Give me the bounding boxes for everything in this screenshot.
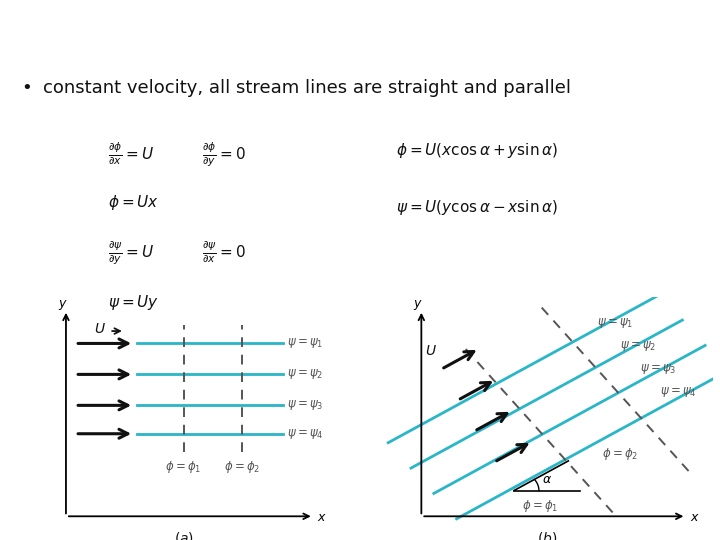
Text: $\psi = \psi_2$: $\psi = \psi_2$ — [287, 367, 324, 381]
Text: $\alpha$: $\alpha$ — [542, 472, 552, 486]
Text: $\psi = U(y\cos\alpha - x\sin\alpha)$: $\psi = U(y\cos\alpha - x\sin\alpha)$ — [396, 198, 558, 217]
Text: $\psi = \psi_3$: $\psi = \psi_3$ — [640, 362, 676, 376]
Text: $(b)$: $(b)$ — [537, 530, 557, 540]
Text: $y$: $y$ — [413, 298, 423, 312]
Text: $\phi = \phi_1$: $\phi = \phi_1$ — [166, 459, 202, 475]
Text: $U$: $U$ — [94, 322, 106, 336]
Text: Uniform flow: Uniform flow — [250, 18, 470, 47]
Text: $x$: $x$ — [317, 511, 327, 524]
Text: $\psi = \psi_2$: $\psi = \psi_2$ — [620, 339, 657, 353]
Text: $\phi = Ux$: $\phi = Ux$ — [108, 193, 159, 212]
Text: $\phi = \phi_2$: $\phi = \phi_2$ — [224, 459, 261, 475]
Text: $(a)$: $(a)$ — [174, 530, 194, 540]
Text: $U$: $U$ — [425, 344, 436, 358]
Text: $\psi = \psi_4$: $\psi = \psi_4$ — [660, 386, 696, 400]
Text: $\psi = \psi_4$: $\psi = \psi_4$ — [287, 427, 324, 441]
Text: $\psi = \psi_1$: $\psi = \psi_1$ — [287, 336, 324, 350]
Text: $\phi = U(x\cos\alpha + y\sin\alpha)$: $\phi = U(x\cos\alpha + y\sin\alpha)$ — [396, 141, 558, 160]
Text: $y$: $y$ — [58, 298, 68, 312]
Text: $\frac{\partial\psi}{\partial y}=U$: $\frac{\partial\psi}{\partial y}=U$ — [108, 241, 154, 267]
Text: $\frac{\partial\psi}{\partial x}=0$: $\frac{\partial\psi}{\partial x}=0$ — [202, 241, 246, 266]
Text: $\phi = \phi_2$: $\phi = \phi_2$ — [602, 446, 638, 462]
Text: $\frac{\partial\phi}{\partial y}=0$: $\frac{\partial\phi}{\partial y}=0$ — [202, 141, 246, 169]
Text: constant velocity, all stream lines are straight and parallel: constant velocity, all stream lines are … — [43, 79, 571, 97]
Text: $\frac{\partial\phi}{\partial x}=U$: $\frac{\partial\phi}{\partial x}=U$ — [108, 141, 154, 167]
Text: $\psi = Uy$: $\psi = Uy$ — [108, 293, 159, 312]
Text: •: • — [22, 79, 32, 97]
Text: $\psi = \psi_3$: $\psi = \psi_3$ — [287, 399, 324, 413]
Text: $x$: $x$ — [690, 511, 699, 524]
Text: $\psi = \psi_1$: $\psi = \psi_1$ — [597, 316, 634, 330]
Text: $\phi = \phi_1$: $\phi = \phi_1$ — [523, 497, 559, 514]
